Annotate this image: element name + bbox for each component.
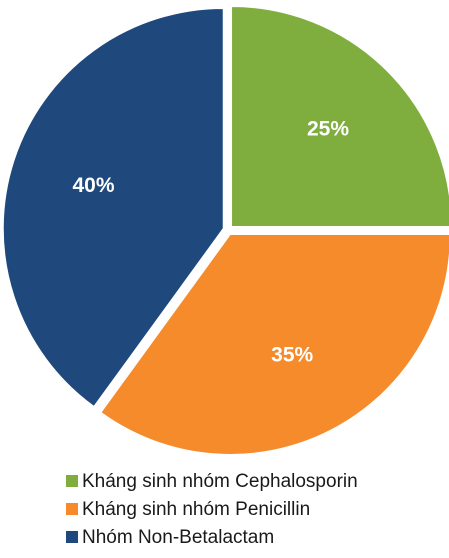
pie-slice bbox=[100, 233, 449, 455]
pie-slice bbox=[2, 7, 224, 408]
legend-swatch bbox=[66, 531, 78, 543]
legend-label: Kháng sinh nhóm Penicillin bbox=[82, 499, 310, 520]
legend-label: Nhóm Non-Betalactam bbox=[82, 527, 274, 548]
pie-slice bbox=[231, 5, 449, 227]
legend-swatch bbox=[66, 475, 78, 487]
data-label: 35% bbox=[271, 344, 313, 367]
data-label: 40% bbox=[73, 174, 115, 197]
legend-label: Kháng sinh nhóm Cephalosporin bbox=[82, 471, 358, 492]
legend-swatch bbox=[66, 503, 78, 515]
data-label: 25% bbox=[307, 118, 349, 141]
